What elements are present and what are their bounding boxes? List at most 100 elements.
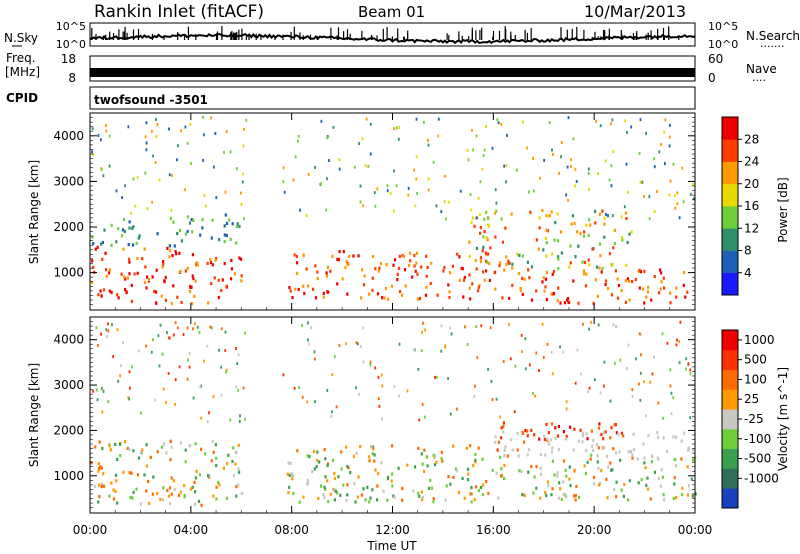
echo-cell xyxy=(610,164,613,168)
nsky-strip-frame xyxy=(89,22,696,47)
echo-cell xyxy=(297,287,300,292)
echo-cell xyxy=(184,125,187,129)
echo-cell xyxy=(598,266,601,270)
echo-cell xyxy=(682,200,685,204)
echo-cell xyxy=(592,438,595,443)
echo-cell xyxy=(380,373,383,377)
echo-cell xyxy=(306,478,309,482)
echo-cell xyxy=(293,386,296,390)
echo-cell xyxy=(524,337,527,341)
echo-cell xyxy=(211,439,214,443)
echo-cell xyxy=(108,268,111,272)
echo-cell xyxy=(359,200,362,204)
echo-cell xyxy=(625,162,628,166)
echo-cell xyxy=(428,486,431,490)
echo-cell xyxy=(208,411,210,415)
echo-cell xyxy=(493,271,496,275)
echo-cell xyxy=(396,272,399,276)
echo-cell xyxy=(551,446,554,450)
echo-cell xyxy=(101,386,103,390)
echo-cell xyxy=(583,260,587,265)
echo-cell xyxy=(305,214,308,218)
echo-cell xyxy=(237,467,240,471)
echo-cell xyxy=(192,396,195,400)
echo-cell xyxy=(610,468,613,472)
echo-cell xyxy=(491,146,494,150)
echo-cell xyxy=(371,288,374,292)
echo-cell xyxy=(183,484,186,488)
echo-cell xyxy=(123,229,126,233)
echo-cell xyxy=(653,470,656,474)
echo-cell xyxy=(192,218,195,222)
echo-cell xyxy=(572,494,576,498)
echo-cell xyxy=(539,453,543,457)
echo-cell xyxy=(565,298,569,302)
echo-cell xyxy=(556,434,560,438)
echo-cell xyxy=(582,272,586,276)
echo-cell xyxy=(105,129,108,133)
echo-cell xyxy=(447,377,449,380)
echo-cell xyxy=(168,127,170,131)
echo-cell xyxy=(627,343,630,347)
echo-cell xyxy=(406,389,409,393)
echo-cell xyxy=(108,444,111,448)
echo-cell xyxy=(101,240,104,245)
echo-cell xyxy=(648,217,651,221)
echo-cell xyxy=(472,148,474,152)
echo-cell xyxy=(130,283,133,287)
echo-cell xyxy=(682,283,685,287)
echo-cell xyxy=(432,453,435,457)
echo-cell xyxy=(200,384,203,388)
echo-cell xyxy=(524,367,527,371)
echo-cell xyxy=(689,416,692,420)
echo-cell xyxy=(613,487,616,492)
echo-cell xyxy=(132,449,135,453)
echo-cell xyxy=(542,276,545,280)
echo-cell xyxy=(188,365,191,369)
echo-cell xyxy=(560,155,562,159)
echo-cell xyxy=(425,274,428,278)
echo-cell xyxy=(409,259,412,263)
echo-cell xyxy=(499,415,501,419)
echo-cell xyxy=(223,150,225,154)
echo-cell xyxy=(108,134,111,138)
echo-cell xyxy=(480,324,483,328)
echo-cell xyxy=(333,471,336,476)
echo-cell xyxy=(94,445,97,449)
echo-cell xyxy=(200,503,203,507)
echo-cell xyxy=(292,178,295,182)
echo-cell xyxy=(502,425,505,429)
echo-cell xyxy=(415,261,418,265)
echo-cell xyxy=(653,355,655,359)
echo-cell xyxy=(203,193,206,197)
echo-cell xyxy=(232,446,235,450)
echo-cell xyxy=(658,291,661,295)
echo-cell xyxy=(504,226,507,230)
echo-cell xyxy=(184,460,187,464)
echo-cell xyxy=(176,326,179,330)
echo-cell xyxy=(288,286,291,290)
echo-cell xyxy=(381,417,383,421)
echo-cell xyxy=(115,240,118,244)
echo-cell xyxy=(334,489,337,493)
x-tick-label: 00:00 xyxy=(678,523,713,537)
echo-cell xyxy=(481,167,484,171)
echo-cell xyxy=(638,152,641,155)
echo-cell xyxy=(391,484,394,488)
echo-cell xyxy=(193,502,197,506)
echo-cell xyxy=(100,482,103,486)
echo-cell xyxy=(170,476,173,480)
echo-cell xyxy=(587,233,590,238)
echo-cell xyxy=(170,445,173,449)
echo-cell xyxy=(425,285,428,289)
echo-cell xyxy=(418,494,421,498)
echo-cell xyxy=(676,191,679,195)
echo-cell xyxy=(468,286,471,290)
echo-cell xyxy=(335,405,338,409)
echo-cell xyxy=(565,437,568,441)
echo-cell xyxy=(229,418,232,422)
echo-cell xyxy=(183,493,186,498)
echo-cell xyxy=(545,241,548,245)
echo-cell xyxy=(420,265,423,269)
echo-cell xyxy=(236,222,239,226)
